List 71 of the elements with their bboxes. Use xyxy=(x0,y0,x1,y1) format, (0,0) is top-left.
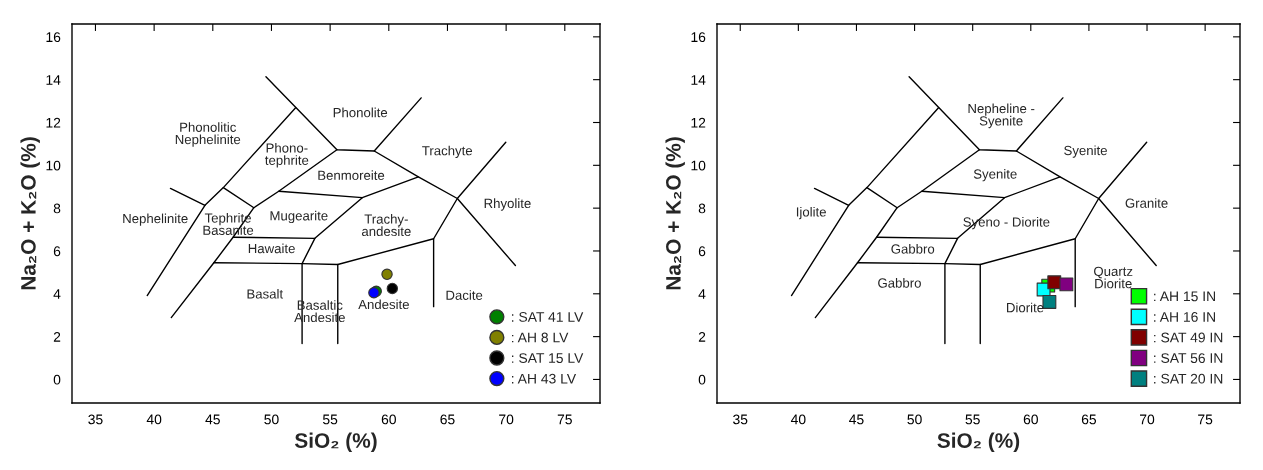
x-tick-label: 75 xyxy=(1198,414,1213,425)
annotation: Granite xyxy=(1125,198,1168,208)
annotation: Rhyolite xyxy=(484,198,531,211)
annotation: Phonolite xyxy=(333,107,388,118)
y-axis-title: Na₂O + K₂O (%) xyxy=(665,137,685,290)
y-tick-label: 10 xyxy=(691,160,706,171)
y-tick-label: 8 xyxy=(698,203,706,214)
annotation: Nepheline - Syenite xyxy=(968,103,1035,129)
y-tick-label: 10 xyxy=(46,160,61,171)
legend-label: : AH 15 IN xyxy=(1154,291,1215,302)
x-tick-label: 40 xyxy=(146,414,162,425)
y-tick-label: 0 xyxy=(53,374,61,385)
x-axis-title: SiO₂ (%) xyxy=(937,432,1020,453)
legend-label: : SAT 20 IN xyxy=(1154,373,1223,384)
annotation: Benmoreite xyxy=(318,170,385,180)
x-tick-label: 50 xyxy=(907,414,922,425)
x-tick-label: 70 xyxy=(1140,414,1155,425)
x-tick-label: 50 xyxy=(264,414,279,425)
annotation: Andesite xyxy=(358,299,409,310)
x-tick-label: 70 xyxy=(499,414,514,425)
legend-label: : SAT 41 LV xyxy=(512,312,584,322)
annotation: Gabbro xyxy=(878,278,921,288)
y-tick-label: 2 xyxy=(53,331,61,342)
y-tick-label: 4 xyxy=(698,289,706,299)
y-tick-label: 12 xyxy=(691,117,706,128)
x-tick-label: 40 xyxy=(790,414,806,425)
annotation: Trachy- andesite xyxy=(361,214,411,237)
annotation: Phonolitic Nephelinite xyxy=(175,122,241,147)
y-tick-label: 2 xyxy=(698,331,706,342)
y-axis-title: Na₂O + K₂O (%) xyxy=(20,137,40,290)
y-tick-label: 6 xyxy=(53,246,61,257)
x-tick-label: 55 xyxy=(322,414,338,425)
legend-label: : AH 16 IN xyxy=(1154,312,1215,322)
x-axis-title: SiO₂ (%) xyxy=(294,432,377,453)
x-tick-label: 65 xyxy=(440,414,455,425)
x-tick-label: 35 xyxy=(733,414,748,425)
y-tick-label: 14 xyxy=(691,75,706,85)
legend-label: : SAT 56 IN xyxy=(1154,353,1223,363)
annotation: Hawaite xyxy=(248,243,295,254)
annotation: Basalt xyxy=(247,288,284,299)
y-tick-label: 8 xyxy=(53,203,61,214)
y-tick-label: 4 xyxy=(53,289,61,299)
x-tick-label: 75 xyxy=(557,414,572,425)
annotation: Quartz Diorite xyxy=(1094,266,1133,289)
annotation: Gabbro xyxy=(891,243,935,254)
x-tick-label: 60 xyxy=(381,414,396,425)
y-tick-label: 16 xyxy=(46,32,61,43)
annotation: Trachyte xyxy=(422,145,473,158)
annotation: Dacite xyxy=(446,290,483,300)
y-tick-label: 16 xyxy=(691,32,706,43)
annotation: Syenite xyxy=(973,169,1017,182)
annotation: Mugearite xyxy=(270,210,328,224)
legend-label: : SAT 15 LV xyxy=(512,353,584,363)
x-tick-label: 55 xyxy=(965,414,980,425)
x-tick-label: 35 xyxy=(88,414,103,425)
y-tick-label: 0 xyxy=(698,374,706,385)
legend-label: : AH 8 LV xyxy=(512,332,569,343)
y-tick-label: 6 xyxy=(698,246,706,257)
annotation: Syenite xyxy=(1064,145,1107,158)
legend-label: : SAT 49 IN xyxy=(1154,332,1223,343)
annotation: Ijolite xyxy=(796,206,826,220)
legend-label: : AH 43 LV xyxy=(512,373,577,384)
y-tick-label: 12 xyxy=(46,117,61,128)
annotation: Nephelinite xyxy=(123,213,188,226)
x-tick-label: 45 xyxy=(205,414,220,425)
x-tick-label: 65 xyxy=(1081,414,1097,425)
annotation: Phono- tephrite xyxy=(265,142,309,168)
x-tick-label: 60 xyxy=(1023,414,1038,425)
x-tick-label: 45 xyxy=(849,414,864,425)
annotation: Diorite xyxy=(1007,302,1044,313)
y-tick-label: 14 xyxy=(46,75,61,85)
